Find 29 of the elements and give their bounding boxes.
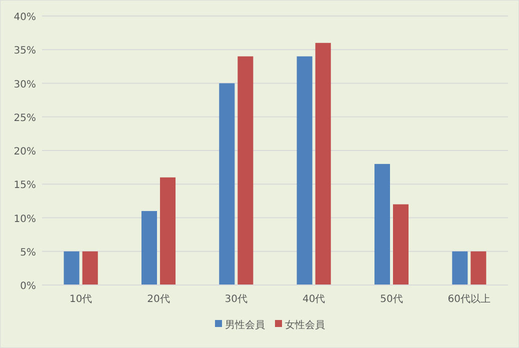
bar bbox=[64, 251, 80, 285]
bar bbox=[374, 164, 390, 285]
x-tick-label: 10代 bbox=[69, 294, 92, 305]
x-tick-label: 60代以上 bbox=[448, 293, 491, 305]
bar bbox=[452, 251, 468, 285]
legend-label: 男性会員 bbox=[225, 319, 265, 331]
y-tick-label: 30% bbox=[14, 79, 36, 90]
bar bbox=[82, 251, 98, 285]
x-tick-label: 40代 bbox=[302, 294, 326, 305]
y-tick-label: 40% bbox=[14, 12, 36, 23]
x-tick-label: 20代 bbox=[147, 294, 170, 305]
y-tick-label: 5% bbox=[20, 247, 36, 258]
bar bbox=[238, 56, 254, 285]
bar bbox=[296, 56, 312, 285]
bar bbox=[219, 83, 235, 285]
x-tick-label: 30代 bbox=[224, 294, 248, 305]
y-tick-label: 10% bbox=[14, 214, 36, 225]
y-tick-label: 25% bbox=[14, 112, 36, 124]
y-tick-label: 15% bbox=[14, 180, 36, 192]
y-tick-label: 20% bbox=[14, 146, 36, 158]
bar bbox=[470, 251, 486, 285]
y-tick-label: 35% bbox=[14, 46, 36, 57]
legend-label: 女性会員 bbox=[285, 319, 325, 331]
bar bbox=[141, 211, 157, 285]
y-tick-label: 0% bbox=[20, 281, 36, 292]
bar bbox=[160, 177, 176, 285]
x-tick-label: 50代 bbox=[380, 294, 403, 305]
bar bbox=[315, 42, 331, 285]
bar bbox=[393, 204, 409, 285]
